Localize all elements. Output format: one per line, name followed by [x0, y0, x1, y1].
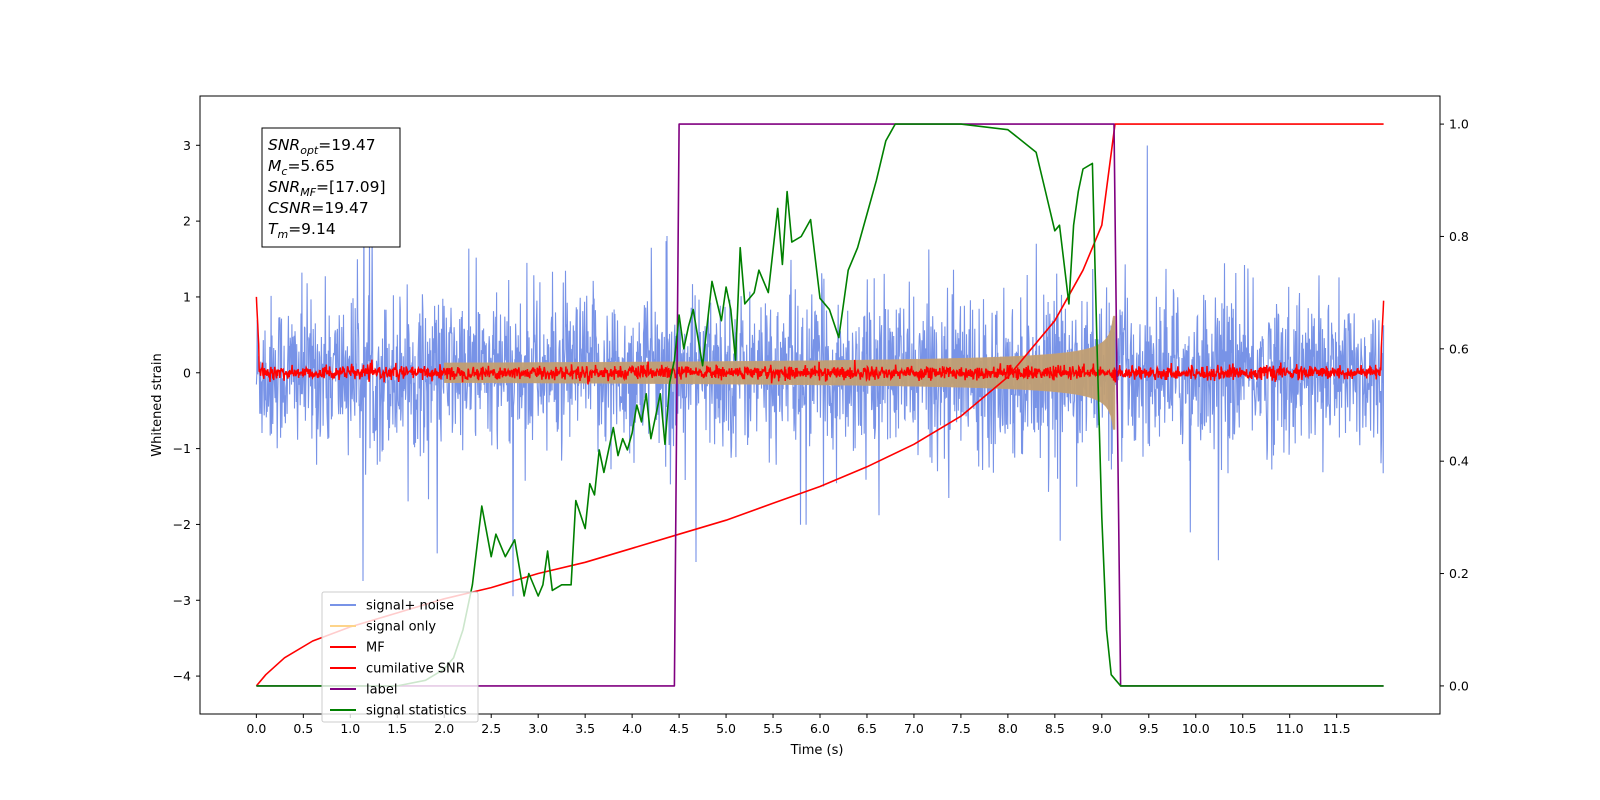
- mf-line: [255, 296, 1385, 385]
- annotation-box: SNRopt=19.47Mc=5.65SNRMF=[17.09]CSNR=19.…: [261, 127, 401, 248]
- x-axis-label: Time (s): [790, 743, 844, 758]
- x-tick-label: 10.5: [1229, 721, 1257, 736]
- x-tick-label: 3.0: [528, 721, 548, 736]
- y-tick-label: 1: [183, 289, 191, 304]
- y2-tick-label: 0.8: [1449, 229, 1469, 244]
- y-axis-right: 1.0 0.8 0.6 0.4 0.2 0.0: [1440, 117, 1469, 693]
- x-tick-label: 2.0: [434, 721, 454, 736]
- annotation-frame: [261, 127, 401, 248]
- y-axis-label: Whitened strain: [150, 353, 165, 456]
- legend: signal+ noise signal only MF cumilative SNR…: [321, 591, 479, 723]
- y-tick-label: 0: [183, 365, 191, 380]
- annotation-line: CSNR=19.47: [268, 199, 369, 217]
- y2-tick-label: 0.0: [1449, 678, 1469, 693]
- x-tick-label: 2.5: [481, 721, 501, 736]
- x-tick-label: 8.0: [998, 721, 1018, 736]
- annotation-line: Mc=5.65: [268, 157, 335, 178]
- legend-frame: [321, 591, 479, 723]
- x-tick-label: 1.0: [340, 721, 360, 736]
- x-axis: 0.0 0.5 1.0 1.5 2.0 2.5 3.0 3.5 4.0 4.5 5.0 5.5 6.0 6…: [246, 714, 1351, 736]
- x-tick-label: 9.5: [1139, 721, 1159, 736]
- x-tick-label: 1.5: [387, 721, 407, 736]
- legend-label: signal statistics: [366, 704, 467, 719]
- y2-tick-label: 0.6: [1449, 341, 1469, 356]
- x-tick-label: 11.5: [1323, 721, 1351, 736]
- x-tick-label: 0.0: [246, 721, 266, 736]
- x-tick-label: 6.5: [857, 721, 877, 736]
- annotation-line: SNRMF=[17.09]: [268, 178, 386, 199]
- x-tick-label: 4.5: [669, 721, 689, 736]
- y2-tick-label: 0.4: [1449, 454, 1469, 469]
- y-tick-label: 2: [183, 214, 191, 229]
- mf-series: [255, 296, 1385, 385]
- legend-label: cumilative SNR: [366, 662, 465, 677]
- x-tick-label: 7.5: [951, 721, 971, 736]
- x-tick-label: 7.0: [904, 721, 924, 736]
- legend-label: label: [366, 683, 397, 698]
- x-tick-label: 11.0: [1276, 721, 1304, 736]
- x-tick-label: 9.0: [1092, 721, 1112, 736]
- x-tick-label: 5.0: [716, 721, 736, 736]
- y2-tick-label: 0.2: [1449, 566, 1469, 581]
- annotation-line: Tm=9.14: [268, 220, 336, 241]
- x-tick-label: 5.5: [763, 721, 783, 736]
- y-tick-label: −3: [173, 593, 191, 608]
- x-tick-label: 3.5: [575, 721, 595, 736]
- y-tick-label: 3: [183, 138, 191, 153]
- y-tick-label: −4: [173, 669, 191, 684]
- legend-label: signal only: [366, 620, 436, 635]
- x-tick-label: 6.0: [810, 721, 830, 736]
- y-tick-label: −1: [173, 441, 191, 456]
- signal-statistics-line: [256, 123, 1384, 687]
- y2-tick-label: 1.0: [1449, 117, 1469, 132]
- x-tick-label: 10.0: [1182, 721, 1210, 736]
- x-tick-label: 8.5: [1045, 721, 1065, 736]
- y-axis-left: 3 2 1 0 −1 −2 −3 −4: [173, 138, 200, 684]
- y-tick-label: −2: [173, 517, 191, 532]
- annotation-line: SNRopt=19.47: [268, 136, 376, 157]
- legend-label: signal+ noise: [366, 599, 454, 614]
- legend-label: MF: [366, 641, 385, 656]
- x-tick-label: 4.0: [622, 721, 642, 736]
- x-tick-label: 0.5: [293, 721, 313, 736]
